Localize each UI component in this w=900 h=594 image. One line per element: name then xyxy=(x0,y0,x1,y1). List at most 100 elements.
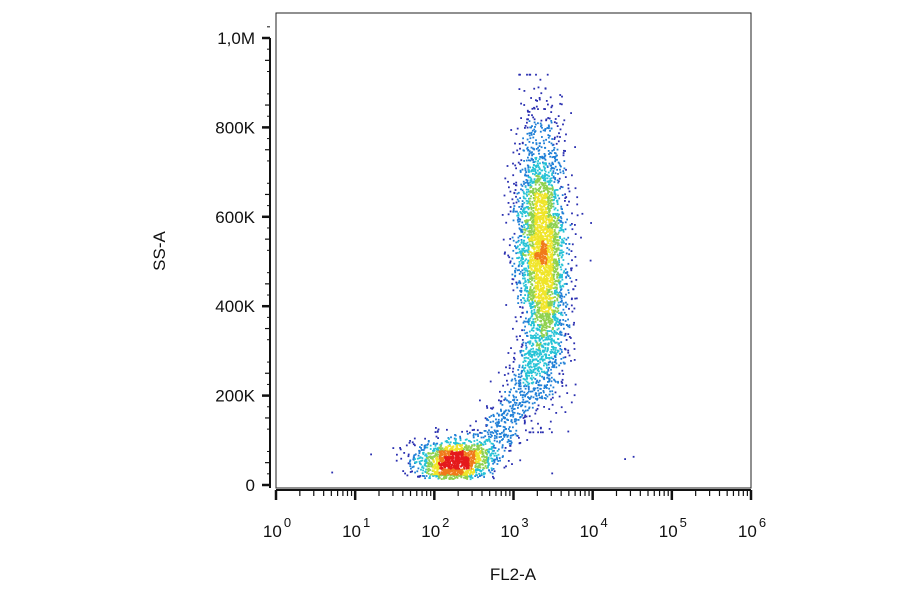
data-point xyxy=(529,191,532,194)
data-point xyxy=(553,229,556,231)
data-point xyxy=(574,224,576,226)
data-point xyxy=(500,435,502,438)
data-point xyxy=(533,197,535,199)
data-point xyxy=(517,404,520,407)
data-point xyxy=(547,368,550,371)
data-point xyxy=(533,248,536,250)
data-point xyxy=(496,450,499,452)
data-point xyxy=(540,392,542,394)
data-point xyxy=(485,459,487,461)
data-point xyxy=(539,282,542,285)
data-point xyxy=(557,248,560,251)
data-point xyxy=(524,169,527,172)
data-point xyxy=(540,278,543,280)
data-point xyxy=(550,339,553,342)
data-point xyxy=(455,445,458,448)
data-point xyxy=(439,452,442,455)
data-point xyxy=(440,444,443,447)
data-point xyxy=(540,306,543,309)
data-point xyxy=(556,201,559,204)
data-point xyxy=(532,224,535,226)
data-point xyxy=(521,200,524,202)
data-point xyxy=(632,455,635,458)
data-point xyxy=(536,253,538,256)
data-point xyxy=(429,444,432,447)
data-point xyxy=(521,413,524,416)
data-point xyxy=(562,308,565,311)
data-point xyxy=(527,182,529,185)
data-point xyxy=(550,203,553,205)
data-point xyxy=(537,241,539,243)
data-point xyxy=(449,456,451,459)
data-point xyxy=(470,475,472,478)
data-point xyxy=(473,444,476,447)
data-point xyxy=(575,297,578,300)
data-point xyxy=(473,454,475,456)
data-point xyxy=(403,452,406,454)
data-point xyxy=(566,247,569,249)
data-point xyxy=(529,256,531,259)
data-point xyxy=(480,442,483,445)
data-point xyxy=(511,257,514,260)
data-point xyxy=(548,221,551,224)
data-point xyxy=(480,472,483,475)
data-point xyxy=(535,336,537,339)
data-point xyxy=(545,244,548,246)
data-point xyxy=(463,461,466,464)
data-point xyxy=(422,467,425,469)
data-point xyxy=(560,205,563,208)
data-point xyxy=(542,377,545,380)
data-point xyxy=(550,241,553,244)
data-point xyxy=(523,302,526,304)
data-point xyxy=(539,324,542,327)
data-point xyxy=(539,349,542,352)
data-point xyxy=(547,361,550,364)
data-point xyxy=(526,109,529,112)
data-point xyxy=(530,382,533,384)
data-point xyxy=(526,223,529,226)
data-point xyxy=(487,466,489,469)
data-point xyxy=(537,108,539,110)
data-point xyxy=(567,291,570,294)
data-point xyxy=(534,262,537,265)
data-point xyxy=(537,262,540,265)
data-point xyxy=(536,398,538,401)
data-point xyxy=(548,330,551,332)
data-point xyxy=(431,465,433,468)
data-point xyxy=(510,434,513,437)
data-point xyxy=(408,441,411,444)
data-point xyxy=(552,243,555,246)
data-point xyxy=(530,240,532,243)
data-point xyxy=(542,231,544,234)
data-point xyxy=(525,174,528,177)
data-point xyxy=(557,214,559,217)
data-point xyxy=(524,300,527,303)
data-point xyxy=(542,246,545,249)
data-point xyxy=(523,224,525,226)
data-point xyxy=(454,442,456,445)
data-point xyxy=(560,358,563,360)
data-point xyxy=(535,73,537,76)
data-point xyxy=(559,300,562,303)
data-point xyxy=(528,212,531,215)
data-point xyxy=(531,107,534,110)
data-point xyxy=(510,420,513,423)
data-point xyxy=(537,146,539,149)
data-point xyxy=(560,256,563,258)
data-point xyxy=(537,197,539,200)
data-point xyxy=(544,295,547,297)
data-point xyxy=(536,189,539,191)
data-point xyxy=(423,463,426,466)
data-point xyxy=(480,432,483,434)
data-point xyxy=(544,87,547,90)
data-point xyxy=(545,264,548,266)
data-point xyxy=(534,181,537,184)
data-point xyxy=(536,349,539,351)
data-point xyxy=(453,475,456,477)
data-point xyxy=(521,251,524,254)
data-point xyxy=(531,236,534,239)
data-point xyxy=(531,271,534,274)
data-point xyxy=(532,136,535,139)
data-point xyxy=(561,295,563,298)
data-point xyxy=(549,268,552,271)
